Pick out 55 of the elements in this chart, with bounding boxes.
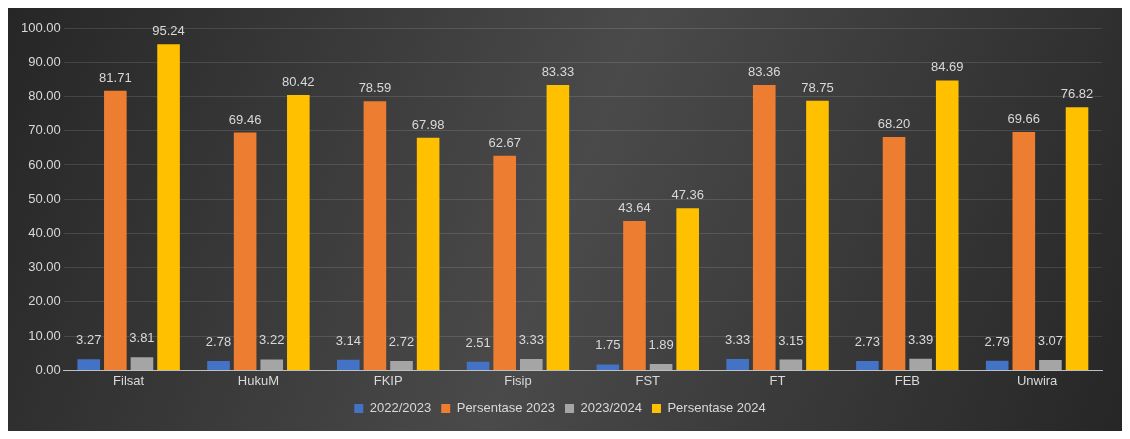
y-tick-label: 30.00 [28, 259, 61, 275]
y-tick-label: 0.00 [35, 361, 61, 377]
data-label: 78.59 [358, 80, 392, 96]
data-label: 2.79 [984, 333, 1010, 349]
data-label: 3.33 [518, 332, 544, 348]
data-label: 43.64 [618, 200, 651, 216]
legend-label: Persentase 2024 [667, 400, 766, 416]
x-tick-label: FEB [894, 372, 920, 388]
data-label: 3.81 [129, 330, 155, 346]
data-label: 84.69 [930, 59, 964, 75]
y-tick-label: 90.00 [28, 53, 61, 69]
data-label: 67.98 [411, 116, 445, 132]
y-tick-label: 10.00 [28, 327, 61, 343]
data-label: 80.42 [282, 74, 315, 90]
x-tick-label: Fisip [504, 372, 532, 388]
x-tick-label: FST [635, 372, 661, 388]
y-tick-label: 80.00 [28, 88, 61, 104]
data-label: 3.14 [335, 332, 361, 348]
legend-label: 2023/2024 [580, 400, 642, 416]
data-label: 81.71 [99, 69, 132, 85]
legend-label: Persentase 2023 [456, 400, 555, 416]
y-tick-label: 20.00 [28, 293, 61, 309]
data-label: 1.89 [648, 337, 674, 353]
y-tick-label: 40.00 [28, 225, 61, 241]
y-tick-label: 100.00 [21, 19, 61, 35]
x-tick-label: Filsat [113, 372, 145, 388]
data-label: 3.07 [1037, 332, 1064, 348]
data-label: 3.33 [724, 332, 751, 348]
data-label: 68.20 [877, 115, 911, 131]
x-tick-label: FKIP [373, 372, 403, 388]
data-label: 2.72 [388, 334, 415, 350]
data-label: 78.75 [801, 79, 834, 95]
data-label: 83.36 [747, 64, 781, 80]
data-label: 95.24 [152, 23, 185, 39]
y-tick-label: 60.00 [28, 156, 61, 172]
x-tick-label: HukuM [237, 372, 280, 388]
data-label: 47.36 [671, 187, 704, 203]
data-label: 69.46 [228, 111, 262, 127]
y-tick-label: 50.00 [28, 190, 61, 206]
data-label: 69.66 [1007, 110, 1041, 126]
data-label: 2.78 [205, 333, 232, 349]
data-label: 1.75 [595, 337, 621, 353]
data-label: 3.27 [76, 332, 102, 348]
data-label: 62.67 [488, 134, 521, 150]
data-label: 2.51 [465, 334, 491, 350]
data-label: 3.39 [907, 331, 934, 347]
legend-label: 2022/2023 [369, 400, 432, 416]
data-label: 83.33 [541, 64, 575, 80]
data-label: 3.22 [259, 332, 285, 348]
y-tick-label: 70.00 [28, 122, 61, 138]
x-tick-label: Unwira [1016, 372, 1059, 388]
x-tick-label: FT [769, 372, 786, 388]
data-label: 2.73 [854, 334, 881, 350]
data-label: 3.15 [778, 332, 804, 348]
data-label: 76.82 [1060, 86, 1094, 102]
